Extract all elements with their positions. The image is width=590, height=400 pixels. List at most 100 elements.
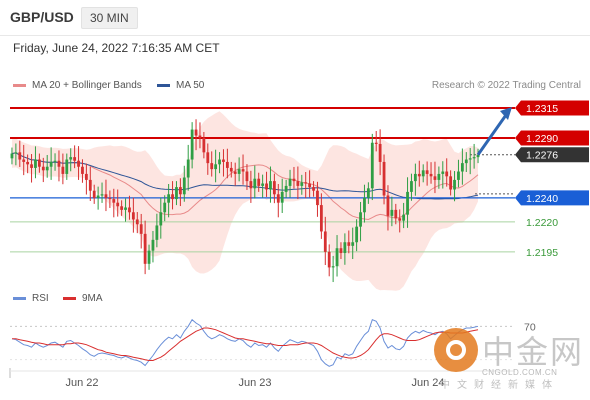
candle-body xyxy=(159,212,163,226)
price-label-text: 1.2290 xyxy=(526,133,558,145)
projection-arrow-head-icon xyxy=(500,106,512,120)
candle-body xyxy=(453,179,456,190)
candle-body xyxy=(339,248,343,254)
candle-body xyxy=(413,173,417,182)
candle-body xyxy=(363,197,366,213)
candle-body xyxy=(421,170,425,177)
price-label-1-2290: 1.2290 xyxy=(515,130,589,146)
candle-body xyxy=(331,266,335,268)
candle-body xyxy=(178,187,182,195)
candle-body xyxy=(96,195,100,198)
candle-body xyxy=(425,170,429,174)
candle-body xyxy=(229,167,233,172)
candle-body xyxy=(316,190,319,206)
price-label-1-2315: 1.2315 xyxy=(515,100,589,116)
candle-body xyxy=(104,194,108,198)
candle-body xyxy=(468,158,472,160)
bollinger-band xyxy=(12,111,478,291)
candle-body xyxy=(186,159,190,178)
candle-body xyxy=(222,159,225,162)
candle-body xyxy=(312,187,315,191)
ma50-line xyxy=(11,152,479,200)
candle-body xyxy=(10,153,14,159)
candle-body xyxy=(445,171,449,177)
candle-body xyxy=(335,248,339,267)
candle-body xyxy=(175,187,178,200)
price-label-text: 1.2276 xyxy=(526,150,558,162)
candle-body xyxy=(214,164,218,170)
candle-body xyxy=(124,207,127,210)
candle-body xyxy=(151,239,155,251)
legend-rsi-label: RSI xyxy=(32,293,49,304)
candle-body xyxy=(288,178,292,186)
candle-body xyxy=(65,159,69,174)
candle-body xyxy=(171,194,174,200)
candle-body xyxy=(249,181,253,189)
research-credit: Research © 2022 Trading Central xyxy=(431,80,581,91)
price-label-box xyxy=(515,100,589,116)
candle-body xyxy=(147,250,151,264)
candle-body xyxy=(34,159,37,168)
rsi-line xyxy=(11,318,479,367)
price-label-box xyxy=(515,190,589,206)
candle-body xyxy=(182,177,186,195)
price-label-1-2276: 1.2276 xyxy=(515,147,589,163)
nine-ma-line xyxy=(12,327,479,361)
candle-body xyxy=(276,194,280,203)
top-bar: GBP/USD 30 MIN xyxy=(0,0,590,36)
price-label-1-2220: 1.2220 xyxy=(526,217,558,229)
candle-body xyxy=(378,143,382,162)
legend-9ma-label: 9MA xyxy=(82,293,103,304)
candle-body xyxy=(45,166,49,171)
candle-body xyxy=(49,161,53,167)
candle-body xyxy=(296,181,300,186)
candle-body xyxy=(108,197,112,200)
candle-body xyxy=(327,251,331,268)
candle-body xyxy=(402,214,406,221)
candle-body xyxy=(77,160,80,167)
projection-arrow-line xyxy=(476,114,508,156)
candle-body xyxy=(265,183,268,190)
symbol-title: GBP/USD xyxy=(10,9,74,25)
candle-body xyxy=(457,171,460,180)
legend-9ma: 9MA xyxy=(63,293,103,304)
candle-body xyxy=(429,173,433,177)
candle-body xyxy=(386,195,390,216)
candle-body xyxy=(355,226,359,243)
candle-body xyxy=(284,185,288,192)
candle-body xyxy=(69,157,73,160)
candle-body xyxy=(22,159,26,162)
candle-body xyxy=(390,209,394,216)
legend-rsi: RSI xyxy=(13,293,49,304)
candle-body xyxy=(198,135,202,138)
candle-body xyxy=(382,161,386,196)
price-label-text: 1.2220 xyxy=(526,217,558,229)
candle-body xyxy=(237,169,241,174)
candle-body xyxy=(167,194,171,203)
candle-body xyxy=(261,183,265,186)
candle-body xyxy=(319,205,323,232)
candle-body xyxy=(449,176,453,190)
rsi-level-label: 70 xyxy=(524,321,536,333)
candle-body xyxy=(37,159,41,167)
candle-body xyxy=(394,209,398,219)
candle-body xyxy=(253,178,257,189)
candle-body xyxy=(112,199,116,203)
candle-body xyxy=(441,171,445,174)
candle-body xyxy=(280,191,284,203)
candle-body xyxy=(53,160,57,162)
rsi-swatch xyxy=(13,297,26,300)
candle-body xyxy=(437,173,441,180)
candle-body xyxy=(131,212,135,220)
price-label-text: 1.2195 xyxy=(526,247,558,259)
candle-body xyxy=(143,233,147,264)
candle-body xyxy=(269,181,272,190)
candle-body xyxy=(210,163,214,170)
candle-body xyxy=(300,182,304,186)
timeframe-button[interactable]: 30 MIN xyxy=(81,7,138,29)
candle-body xyxy=(81,166,84,174)
candle-body xyxy=(272,181,276,195)
candle-body xyxy=(351,242,355,246)
candle-body xyxy=(57,160,61,167)
candle-body xyxy=(433,176,437,180)
